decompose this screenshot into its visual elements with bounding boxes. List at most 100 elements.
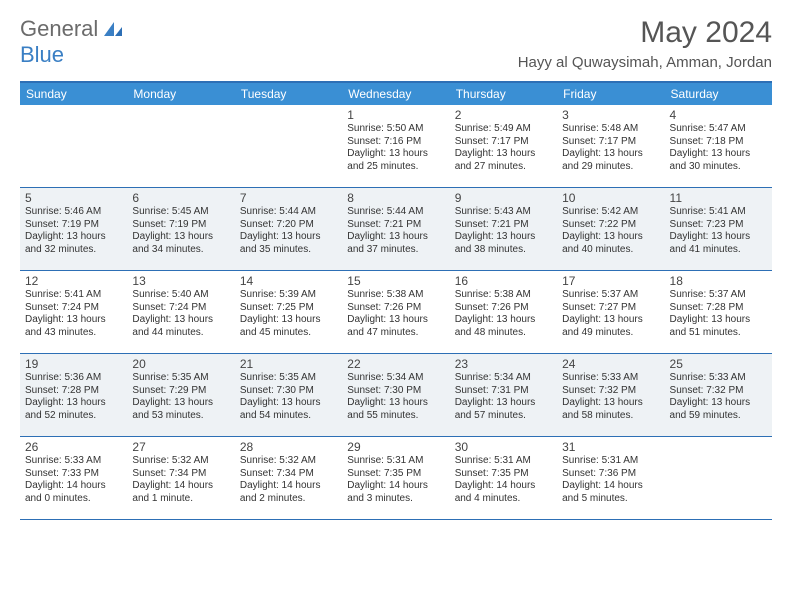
daylight-text: Daylight: 13 hours and 25 minutes. — [347, 148, 444, 173]
daylight-text: Daylight: 14 hours and 0 minutes. — [25, 480, 122, 505]
calendar-cell: 13Sunrise: 5:40 AMSunset: 7:24 PMDayligh… — [127, 271, 234, 353]
sunrise-text: Sunrise: 5:32 AM — [132, 455, 229, 468]
day-number: 6 — [132, 191, 229, 205]
logo-sail-icon — [102, 20, 124, 38]
calendar-cell: 29Sunrise: 5:31 AMSunset: 7:35 PMDayligh… — [342, 437, 449, 519]
daylight-text: Daylight: 14 hours and 1 minute. — [132, 480, 229, 505]
sunrise-text: Sunrise: 5:42 AM — [562, 206, 659, 219]
daylight-text: Daylight: 14 hours and 4 minutes. — [455, 480, 552, 505]
sunset-text: Sunset: 7:26 PM — [455, 302, 552, 315]
sunrise-text: Sunrise: 5:38 AM — [347, 289, 444, 302]
daylight-text: Daylight: 13 hours and 45 minutes. — [240, 314, 337, 339]
week-row: 1Sunrise: 5:50 AMSunset: 7:16 PMDaylight… — [20, 105, 772, 188]
day-info: Sunrise: 5:32 AMSunset: 7:34 PMDaylight:… — [240, 455, 337, 505]
calendar-cell — [20, 105, 127, 187]
day-info: Sunrise: 5:44 AMSunset: 7:21 PMDaylight:… — [347, 206, 444, 256]
week-row: 26Sunrise: 5:33 AMSunset: 7:33 PMDayligh… — [20, 437, 772, 520]
day-number: 30 — [455, 440, 552, 454]
sunset-text: Sunset: 7:28 PM — [670, 302, 767, 315]
sunset-text: Sunset: 7:26 PM — [347, 302, 444, 315]
calendar-cell: 26Sunrise: 5:33 AMSunset: 7:33 PMDayligh… — [20, 437, 127, 519]
daylight-text: Daylight: 13 hours and 55 minutes. — [347, 397, 444, 422]
sunset-text: Sunset: 7:31 PM — [455, 385, 552, 398]
daylight-text: Daylight: 13 hours and 43 minutes. — [25, 314, 122, 339]
calendar-cell: 30Sunrise: 5:31 AMSunset: 7:35 PMDayligh… — [450, 437, 557, 519]
logo-text-blue: Blue — [20, 42, 64, 67]
day-number: 7 — [240, 191, 337, 205]
day-info: Sunrise: 5:31 AMSunset: 7:35 PMDaylight:… — [455, 455, 552, 505]
day-info: Sunrise: 5:33 AMSunset: 7:32 PMDaylight:… — [562, 372, 659, 422]
location-subtitle: Hayy al Quwaysimah, Amman, Jordan — [20, 54, 772, 71]
daylight-text: Daylight: 13 hours and 41 minutes. — [670, 231, 767, 256]
calendar-cell: 19Sunrise: 5:36 AMSunset: 7:28 PMDayligh… — [20, 354, 127, 436]
calendar-cell: 7Sunrise: 5:44 AMSunset: 7:20 PMDaylight… — [235, 188, 342, 270]
calendar-cell: 9Sunrise: 5:43 AMSunset: 7:21 PMDaylight… — [450, 188, 557, 270]
sunset-text: Sunset: 7:25 PM — [240, 302, 337, 315]
day-info: Sunrise: 5:37 AMSunset: 7:27 PMDaylight:… — [562, 289, 659, 339]
daylight-text: Daylight: 14 hours and 3 minutes. — [347, 480, 444, 505]
sunrise-text: Sunrise: 5:32 AM — [240, 455, 337, 468]
sunrise-text: Sunrise: 5:33 AM — [562, 372, 659, 385]
sunrise-text: Sunrise: 5:35 AM — [132, 372, 229, 385]
daylight-text: Daylight: 13 hours and 59 minutes. — [670, 397, 767, 422]
sunset-text: Sunset: 7:30 PM — [240, 385, 337, 398]
daylight-text: Daylight: 13 hours and 40 minutes. — [562, 231, 659, 256]
sunset-text: Sunset: 7:32 PM — [670, 385, 767, 398]
sunset-text: Sunset: 7:27 PM — [562, 302, 659, 315]
sunrise-text: Sunrise: 5:39 AM — [240, 289, 337, 302]
sunset-text: Sunset: 7:32 PM — [562, 385, 659, 398]
day-info: Sunrise: 5:31 AMSunset: 7:36 PMDaylight:… — [562, 455, 659, 505]
dayhead-wed: Wednesday — [342, 83, 449, 105]
day-number: 2 — [455, 108, 552, 122]
day-info: Sunrise: 5:38 AMSunset: 7:26 PMDaylight:… — [455, 289, 552, 339]
calendar-cell: 2Sunrise: 5:49 AMSunset: 7:17 PMDaylight… — [450, 105, 557, 187]
day-number: 19 — [25, 357, 122, 371]
daylight-text: Daylight: 13 hours and 53 minutes. — [132, 397, 229, 422]
day-number: 26 — [25, 440, 122, 454]
day-info: Sunrise: 5:42 AMSunset: 7:22 PMDaylight:… — [562, 206, 659, 256]
day-number: 8 — [347, 191, 444, 205]
logo: General — [20, 16, 126, 42]
calendar-cell: 10Sunrise: 5:42 AMSunset: 7:22 PMDayligh… — [557, 188, 664, 270]
daylight-text: Daylight: 14 hours and 5 minutes. — [562, 480, 659, 505]
daylight-text: Daylight: 13 hours and 51 minutes. — [670, 314, 767, 339]
calendar-cell: 24Sunrise: 5:33 AMSunset: 7:32 PMDayligh… — [557, 354, 664, 436]
sunset-text: Sunset: 7:24 PM — [25, 302, 122, 315]
sunset-text: Sunset: 7:16 PM — [347, 136, 444, 149]
sunrise-text: Sunrise: 5:50 AM — [347, 123, 444, 136]
day-info: Sunrise: 5:33 AMSunset: 7:32 PMDaylight:… — [670, 372, 767, 422]
sunrise-text: Sunrise: 5:45 AM — [132, 206, 229, 219]
sunrise-text: Sunrise: 5:44 AM — [347, 206, 444, 219]
calendar-cell: 1Sunrise: 5:50 AMSunset: 7:16 PMDaylight… — [342, 105, 449, 187]
calendar-cell: 20Sunrise: 5:35 AMSunset: 7:29 PMDayligh… — [127, 354, 234, 436]
day-number: 5 — [25, 191, 122, 205]
day-info: Sunrise: 5:34 AMSunset: 7:31 PMDaylight:… — [455, 372, 552, 422]
page-title: May 2024 — [640, 16, 772, 50]
weeks-container: 1Sunrise: 5:50 AMSunset: 7:16 PMDaylight… — [20, 105, 772, 520]
day-number: 28 — [240, 440, 337, 454]
calendar-cell — [665, 437, 772, 519]
sunrise-text: Sunrise: 5:36 AM — [25, 372, 122, 385]
calendar-cell: 14Sunrise: 5:39 AMSunset: 7:25 PMDayligh… — [235, 271, 342, 353]
sunrise-text: Sunrise: 5:44 AM — [240, 206, 337, 219]
daylight-text: Daylight: 13 hours and 58 minutes. — [562, 397, 659, 422]
day-number: 17 — [562, 274, 659, 288]
day-number: 25 — [670, 357, 767, 371]
daylight-text: Daylight: 13 hours and 48 minutes. — [455, 314, 552, 339]
day-info: Sunrise: 5:32 AMSunset: 7:34 PMDaylight:… — [132, 455, 229, 505]
sunset-text: Sunset: 7:34 PM — [132, 468, 229, 481]
sunset-text: Sunset: 7:20 PM — [240, 219, 337, 232]
day-number: 1 — [347, 108, 444, 122]
daylight-text: Daylight: 13 hours and 32 minutes. — [25, 231, 122, 256]
sunset-text: Sunset: 7:35 PM — [455, 468, 552, 481]
sunrise-text: Sunrise: 5:48 AM — [562, 123, 659, 136]
day-info: Sunrise: 5:36 AMSunset: 7:28 PMDaylight:… — [25, 372, 122, 422]
day-number: 10 — [562, 191, 659, 205]
sunrise-text: Sunrise: 5:37 AM — [562, 289, 659, 302]
day-info: Sunrise: 5:37 AMSunset: 7:28 PMDaylight:… — [670, 289, 767, 339]
sunrise-text: Sunrise: 5:35 AM — [240, 372, 337, 385]
sunrise-text: Sunrise: 5:49 AM — [455, 123, 552, 136]
sunrise-text: Sunrise: 5:37 AM — [670, 289, 767, 302]
day-info: Sunrise: 5:45 AMSunset: 7:19 PMDaylight:… — [132, 206, 229, 256]
sunrise-text: Sunrise: 5:41 AM — [670, 206, 767, 219]
